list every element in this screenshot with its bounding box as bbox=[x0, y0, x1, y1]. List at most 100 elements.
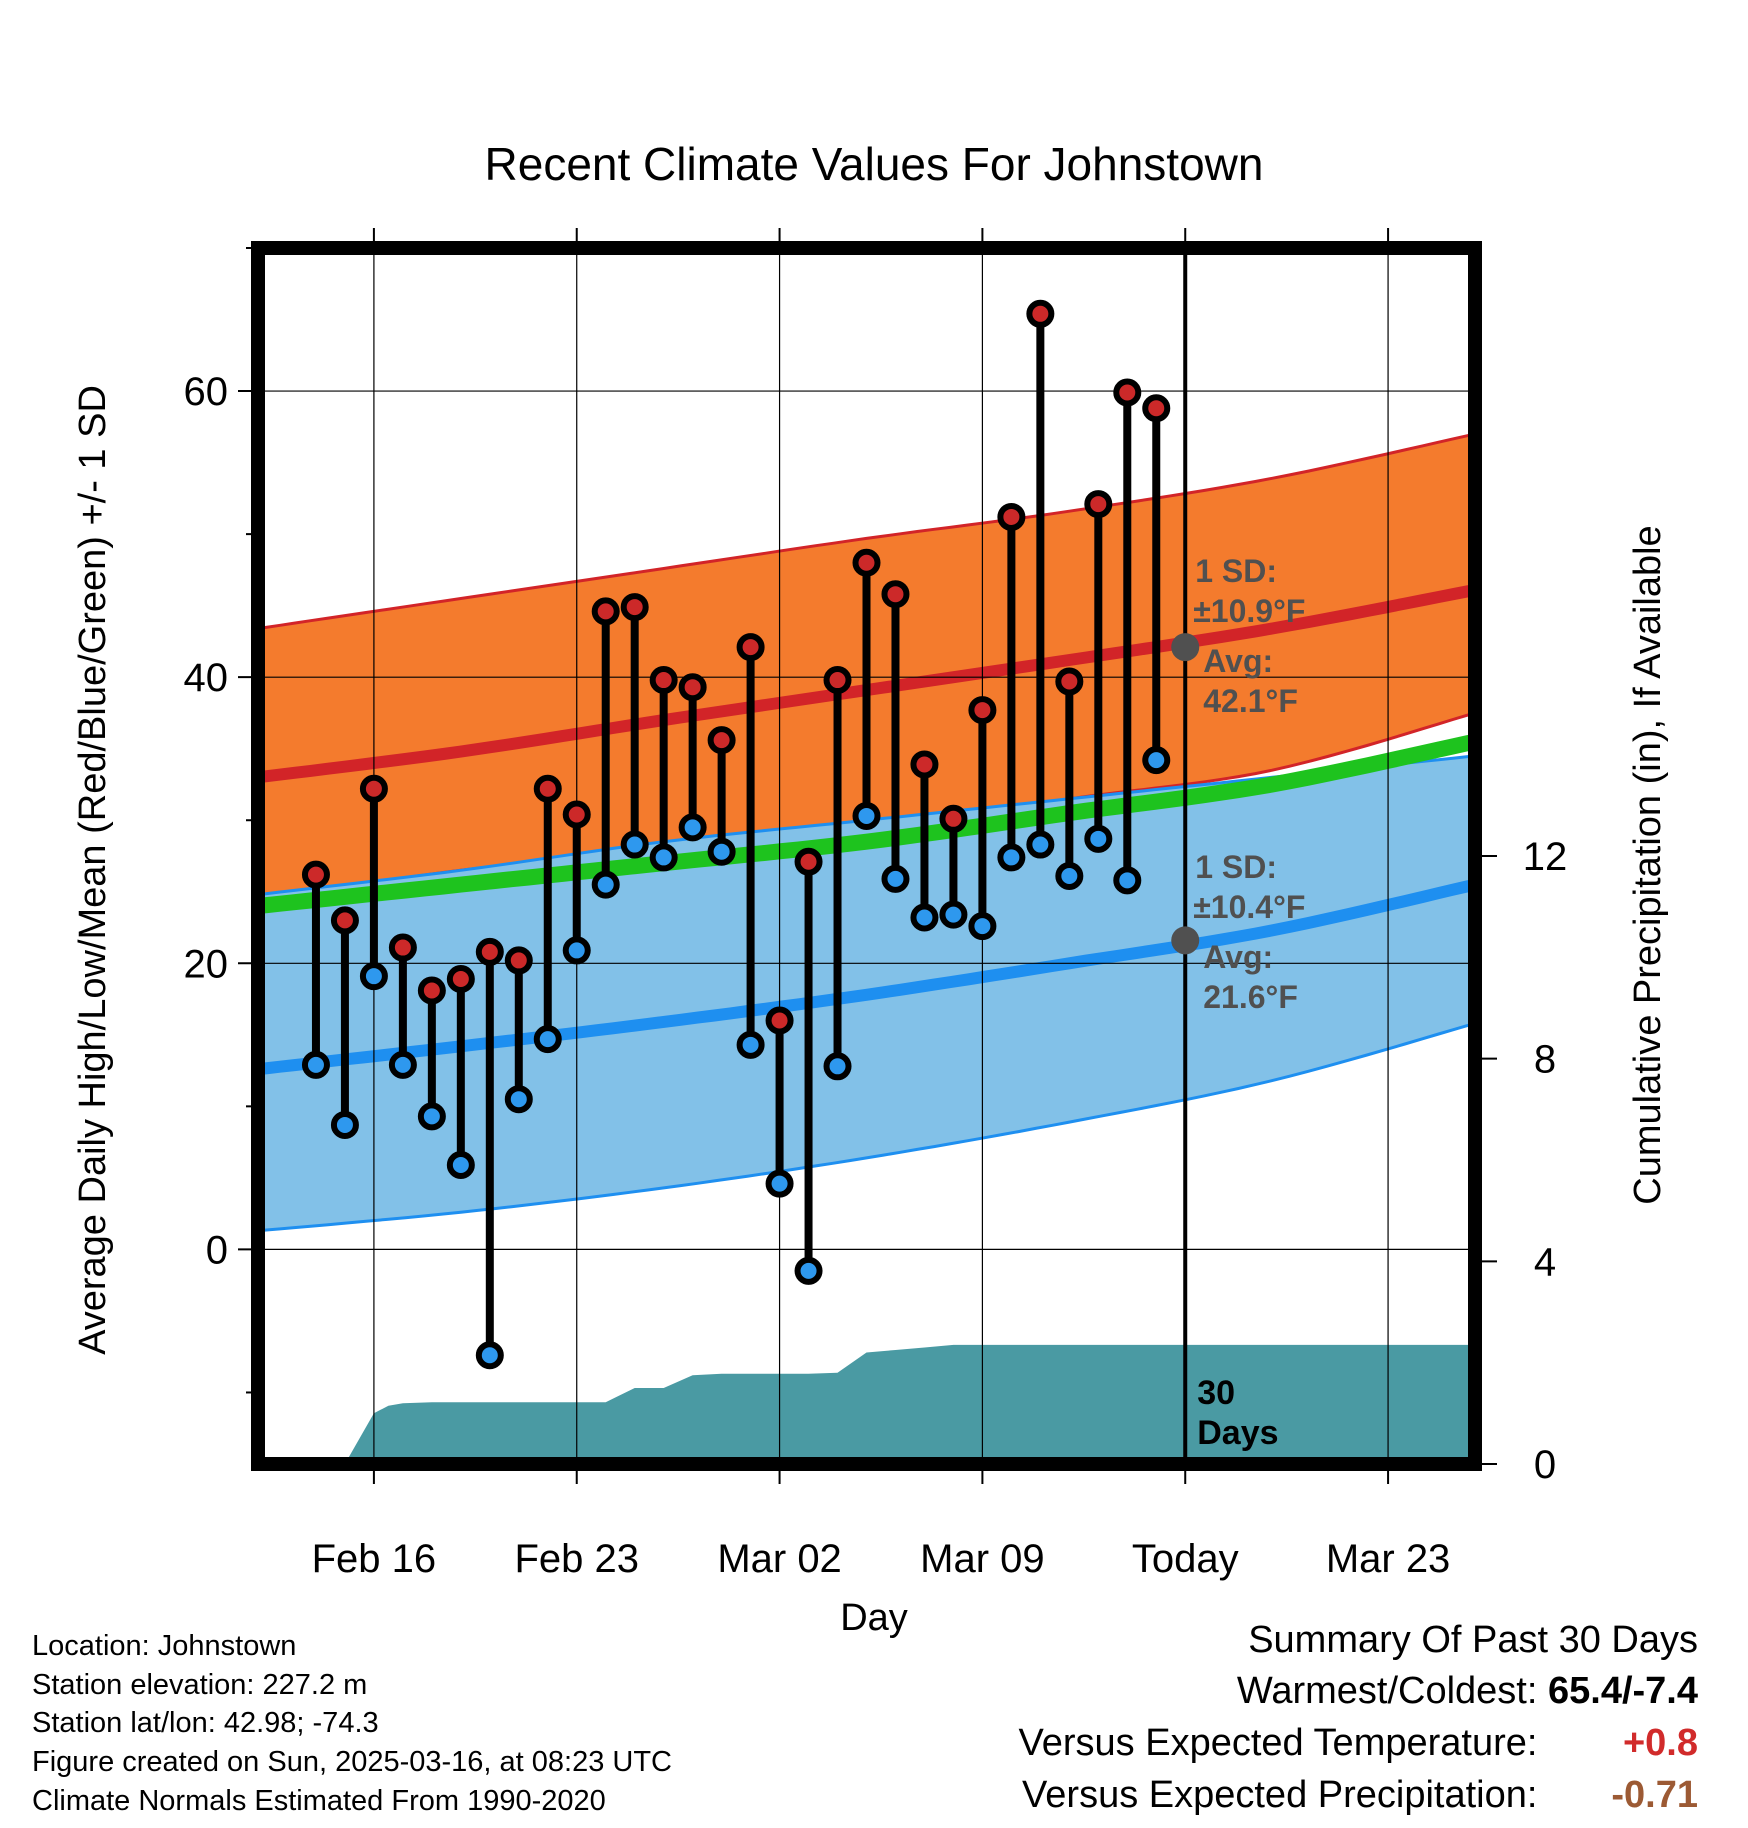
annotation-text: Avg: bbox=[1203, 939, 1273, 975]
observed-low-point bbox=[649, 843, 678, 872]
observed-high-point bbox=[765, 1006, 794, 1035]
x-tick-label: Feb 23 bbox=[514, 1537, 639, 1581]
observed-low-point bbox=[939, 900, 968, 929]
observed-low-point bbox=[678, 813, 707, 842]
y-tick-label: 20 bbox=[184, 942, 229, 986]
observed-high-point bbox=[330, 906, 359, 935]
chart-title: Recent Climate Values For Johnstown bbox=[485, 138, 1264, 190]
observed-high-point bbox=[1142, 394, 1171, 423]
observed-high-point bbox=[881, 580, 910, 609]
info-latlon: Station lat/lon: 42.98; -74.3 bbox=[32, 1707, 379, 1739]
annotation-text: Avg: bbox=[1203, 643, 1273, 679]
observed-low-point bbox=[910, 903, 939, 932]
x-tick-label: Feb 16 bbox=[312, 1537, 437, 1581]
observed-low-point bbox=[591, 870, 620, 899]
summary-title: Summary Of Past 30 Days bbox=[1248, 1619, 1698, 1661]
y2-tick-label: 8 bbox=[1534, 1038, 1556, 1082]
observed-low-point bbox=[1084, 824, 1113, 853]
x-axis-label: Day bbox=[840, 1597, 908, 1639]
observed-low-point bbox=[997, 843, 1026, 872]
low-sd-band-lower-edge bbox=[258, 1021, 1475, 1233]
observed-high-point bbox=[649, 666, 678, 695]
observed-low-point bbox=[301, 1050, 330, 1079]
normal-mean-line bbox=[258, 733, 1475, 915]
observed-high-point bbox=[562, 800, 591, 829]
observed-high-point bbox=[678, 673, 707, 702]
annotation-text: 42.1°F bbox=[1203, 683, 1298, 719]
observed-high-point bbox=[504, 946, 533, 975]
summary-precip-value: -0.71 bbox=[1611, 1774, 1698, 1816]
observed-low-point bbox=[1055, 862, 1084, 891]
observed-low-point bbox=[736, 1030, 765, 1059]
normal-avg-marker bbox=[1171, 633, 1200, 662]
annotation-text: 21.6°F bbox=[1203, 979, 1298, 1015]
observed-high-point bbox=[591, 597, 620, 626]
observed-low-point bbox=[765, 1169, 794, 1198]
observed-low-point bbox=[1113, 866, 1142, 895]
observed-low-point bbox=[475, 1341, 504, 1370]
observed-low-point bbox=[1026, 830, 1055, 859]
precip-period-label: 30 bbox=[1197, 1374, 1235, 1412]
observed-high-point bbox=[707, 726, 736, 755]
info-created: Figure created on Sun, 2025-03-16, at 08… bbox=[32, 1746, 672, 1778]
y-axis-label: Average Daily High/Low/Mean (Red/Blue/Gr… bbox=[72, 385, 114, 1355]
observed-low-point bbox=[852, 801, 881, 830]
y-tick-label: 40 bbox=[184, 656, 229, 700]
high-sd-band-upper-edge bbox=[258, 432, 1475, 630]
observed-high-point bbox=[475, 937, 504, 966]
observed-high-point bbox=[794, 847, 823, 876]
observed-low-point bbox=[881, 864, 910, 893]
observed-high-point bbox=[533, 774, 562, 803]
annotation-text: ±10.9°F bbox=[1193, 593, 1305, 629]
observed-low-point bbox=[620, 830, 649, 859]
annotation-text: ±10.4°F bbox=[1193, 889, 1305, 925]
observed-high-point bbox=[417, 976, 446, 1005]
y-tick-label: 60 bbox=[184, 370, 229, 414]
observed-high-point bbox=[1026, 299, 1055, 328]
observed-low-point bbox=[1142, 746, 1171, 775]
summary-warm-cold-label: Warmest/Coldest: bbox=[1236, 1670, 1538, 1712]
observed-low-point bbox=[794, 1256, 823, 1285]
observed-low-point bbox=[417, 1102, 446, 1131]
annotation-text: 1 SD: bbox=[1195, 553, 1277, 589]
summary-warm-cold: Warmest/Coldest: 65.4/-7.4 bbox=[1237, 1670, 1698, 1713]
x-tick-label: Today bbox=[1132, 1537, 1239, 1581]
observed-low-point bbox=[330, 1110, 359, 1139]
observed-low-point bbox=[968, 912, 997, 941]
summary-temp-label: Versus Expected Temperature: bbox=[1018, 1722, 1538, 1764]
observed-high-point bbox=[1055, 667, 1084, 696]
y2-tick-label: 0 bbox=[1534, 1443, 1556, 1487]
observed-low-point bbox=[388, 1050, 417, 1079]
observed-low-point bbox=[446, 1151, 475, 1180]
observed-high-point bbox=[446, 965, 475, 994]
observed-low-point bbox=[533, 1025, 562, 1054]
observed-low-point bbox=[359, 962, 388, 991]
precip-period-label: Days bbox=[1197, 1414, 1278, 1452]
y-tick-label: 0 bbox=[206, 1228, 228, 1272]
summary-precip-label: Versus Expected Precipitation: bbox=[1022, 1774, 1538, 1816]
observed-high-point bbox=[388, 933, 417, 962]
normal-avg-marker bbox=[1171, 926, 1200, 955]
y2-axis-label: Cumulative Precipitation (in), If Availa… bbox=[1627, 525, 1669, 1204]
summary-temp: Versus Expected Temperature: +0.8 bbox=[1019, 1722, 1698, 1765]
observed-high-point bbox=[1113, 378, 1142, 407]
info-location: Location: Johnstown bbox=[32, 1630, 297, 1662]
observed-high-point bbox=[968, 696, 997, 725]
info-elevation: Station elevation: 227.2 m bbox=[32, 1669, 368, 1701]
summary-temp-value: +0.8 bbox=[1622, 1722, 1698, 1764]
x-tick-label: Mar 09 bbox=[920, 1537, 1045, 1581]
x-tick-label: Mar 02 bbox=[717, 1537, 842, 1581]
plot-content: 1 SD: ±10.9°F Avg: 42.1°F 1 SD: ±10.4°F Avg: 21… bbox=[258, 248, 1475, 1464]
observed-high-point bbox=[1084, 490, 1113, 519]
info-normals: Climate Normals Estimated From 1990-2020 bbox=[32, 1785, 606, 1817]
observed-high-point bbox=[359, 774, 388, 803]
observed-low-point bbox=[707, 837, 736, 866]
summary-warm-cold-value: 65.4/-7.4 bbox=[1548, 1670, 1698, 1712]
observed-high-point bbox=[620, 593, 649, 622]
observed-high-point bbox=[939, 804, 968, 833]
summary-precip: Versus Expected Precipitation: -0.71 bbox=[1022, 1774, 1698, 1817]
y2-tick-label: 12 bbox=[1523, 835, 1568, 879]
observed-low-point bbox=[504, 1085, 533, 1114]
x-tick-label: Mar 23 bbox=[1326, 1537, 1451, 1581]
